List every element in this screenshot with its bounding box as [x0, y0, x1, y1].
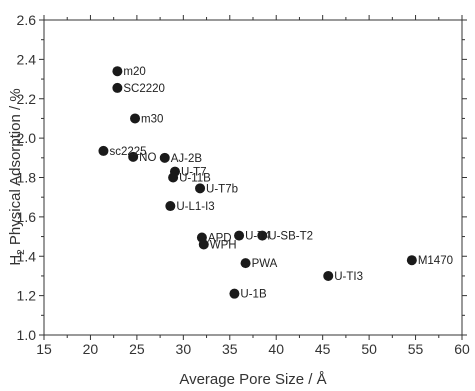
x-tick-labels: 15 20 25 30 35 40 45 50 55 60 [36, 341, 470, 357]
data-point-label: U-11B [179, 173, 211, 185]
y-tick-label: 2.0 [17, 130, 37, 146]
data-point-label: APD [208, 233, 232, 245]
data-point [198, 239, 209, 250]
data-point [159, 152, 170, 163]
y-tick-label: 1.6 [17, 209, 37, 225]
data-point-label: U-T7 [181, 167, 207, 179]
data-point-label: NO [139, 152, 156, 164]
x-tick-label: 60 [454, 341, 470, 357]
x-tick-label: 55 [408, 341, 424, 357]
data-point-label: m20 [123, 66, 145, 78]
data-point-label: U-T7b [206, 183, 238, 195]
x-tick-label: 30 [176, 341, 192, 357]
x-tick-label: 50 [361, 341, 377, 357]
data-point [406, 255, 417, 266]
data-point-label: U-TI3 [334, 271, 363, 283]
data-point-label: SC2220 [123, 83, 165, 95]
data-point [168, 172, 179, 183]
y-tick-label: 2.6 [17, 12, 37, 28]
data-points [98, 66, 417, 299]
y-axis-title: H2 Physical Adsorption / % [7, 88, 27, 265]
y-tick-label: 1.8 [17, 170, 37, 186]
data-point [234, 230, 245, 241]
data-point [229, 288, 240, 299]
data-point [240, 258, 251, 269]
data-point [257, 230, 268, 241]
y-tick-labels: 1.0 1.2 1.4 1.6 1.8 2.0 2.2 2.4 2.6 [17, 12, 37, 343]
data-point-label: sc2225 [109, 146, 146, 158]
data-point [128, 151, 139, 162]
x-tick-label: 15 [36, 341, 52, 357]
data-point-label: U-1B [240, 289, 267, 301]
data-point-label: M1470 [418, 255, 453, 267]
y-tick-label: 2.2 [17, 91, 37, 107]
data-point-label: U-L1-I3 [176, 201, 214, 213]
data-point [130, 113, 141, 124]
data-point-label: U-T4 [245, 231, 271, 243]
y-axis-title-subscript: 2 [16, 249, 27, 255]
x-tick-label: 20 [83, 341, 99, 357]
axis-ticks [39, 15, 467, 340]
data-point-label: U-SB-T2 [268, 231, 313, 243]
data-point [98, 145, 109, 156]
y-axis-title-rest: Physical Adsorption / % [7, 88, 24, 249]
y-tick-label: 1.2 [17, 288, 37, 304]
x-axis-title: Average Pore Size / Å [179, 371, 326, 388]
data-point-label: PWA [252, 258, 278, 270]
y-tick-label: 1.4 [17, 248, 37, 264]
data-point [323, 270, 334, 281]
data-point-label: m30 [141, 113, 163, 125]
data-point [112, 82, 123, 93]
data-point-label: WPH [210, 239, 237, 251]
x-tick-label: 35 [222, 341, 238, 357]
x-tick-label: 40 [268, 341, 284, 357]
x-tick-label: 45 [315, 341, 331, 357]
data-point [195, 183, 206, 194]
y-tick-label: 1.0 [17, 327, 37, 343]
y-tick-label: 2.4 [17, 51, 37, 67]
x-tick-label: 25 [129, 341, 145, 357]
data-point [112, 66, 123, 77]
data-point [165, 201, 176, 212]
y-axis-title-main: H [7, 255, 24, 266]
data-point-label: AJ-2B [171, 153, 203, 165]
